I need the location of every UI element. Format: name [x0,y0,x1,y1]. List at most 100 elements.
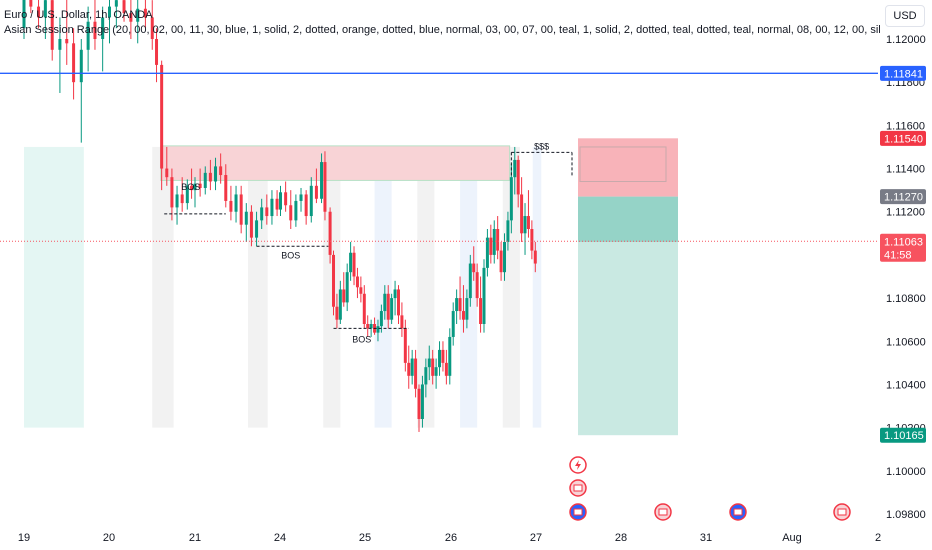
price-tick-label: 1.10400 [886,379,926,391]
indicator-legend[interactable]: Asian Session Range (20, 00, 02, 00, 11,… [4,24,880,36]
candle [190,185,194,191]
price-tick-label: 1.09800 [886,509,926,521]
candle [366,324,370,329]
candle [29,0,33,7]
candle [386,293,390,320]
price-badge [880,233,926,262]
candle [403,328,407,363]
candle [533,250,537,264]
candle [526,216,530,229]
price-badge [880,130,926,146]
price-badge-label: 1.11063 [884,236,923,248]
candle [249,211,253,238]
candle [58,39,62,50]
candle [455,298,459,312]
price-tick-label: 1.10600 [886,336,926,348]
candle [160,64,164,169]
flag-icon [573,484,583,492]
stop-loss-zone [578,138,678,197]
candle [270,198,274,217]
candle [465,298,469,320]
candle [65,39,69,44]
bos-label: BOS [352,334,371,344]
events-layer [569,456,851,521]
candle [496,229,500,251]
candle [79,49,83,83]
candle [165,168,169,178]
candle [400,315,404,329]
candle [93,21,97,39]
price-badge [880,189,926,205]
zones-layer [24,138,678,436]
candle [101,17,105,39]
candle [328,211,332,255]
price-tick-label: 1.12000 [886,34,926,46]
time-tick-label: 25 [359,532,371,544]
candle [260,207,264,221]
candle [499,250,503,273]
session-range-box [502,146,520,428]
candle [427,358,431,368]
candle [393,289,397,299]
candle [43,0,47,18]
session-range-box [460,146,478,428]
price-tick-label: 1.11400 [886,164,925,176]
supply-zone [160,145,511,181]
candle [314,185,318,199]
candle [396,289,400,316]
time-tick-label: Aug [782,532,802,544]
session-range-box [532,146,542,428]
candle [379,311,383,327]
candle [461,311,465,320]
candle [489,237,493,255]
candle [304,194,308,217]
candle [50,0,54,50]
candle [323,162,327,212]
candle [170,177,174,208]
candle [434,367,438,376]
candle [335,306,339,320]
candle [37,6,41,18]
candle [506,220,510,242]
price-badge-countdown: 41:58 [884,249,912,261]
symbol-title: Euro / U.S. Dollar, 1h, OANDA [4,9,153,21]
candle [332,254,336,307]
candle [155,39,159,65]
price-badge-label: 1.11841 [884,68,923,80]
time-tick-label: 19 [18,532,30,544]
currency-button[interactable]: USD [885,5,925,27]
session-range-box [323,146,341,428]
candle [441,349,445,363]
flag-icon [658,508,668,516]
candle [509,177,513,221]
time-tick-label: 21 [189,532,201,544]
candle [122,0,126,14]
candle [294,200,298,221]
candle [284,192,288,206]
candle [229,200,233,212]
flag-icon [837,508,847,516]
candle [203,172,207,188]
candle [383,293,387,312]
profit-zone [578,241,678,436]
candle [349,252,353,273]
candle [451,311,455,337]
candle [472,263,476,273]
candle [275,198,279,210]
price-badge-label: 1.11540 [884,133,923,145]
candle [234,194,238,212]
price-badge-label: 1.11270 [884,192,923,204]
price-badge [880,427,926,443]
time-tick-label: 31 [700,532,712,544]
candle [407,362,411,376]
candle [417,388,421,419]
candle [410,358,414,376]
candle [265,207,269,217]
profit-zone-near [578,196,678,242]
candle [180,194,184,204]
candle [479,298,483,324]
candle [431,358,435,376]
candle [520,194,524,234]
